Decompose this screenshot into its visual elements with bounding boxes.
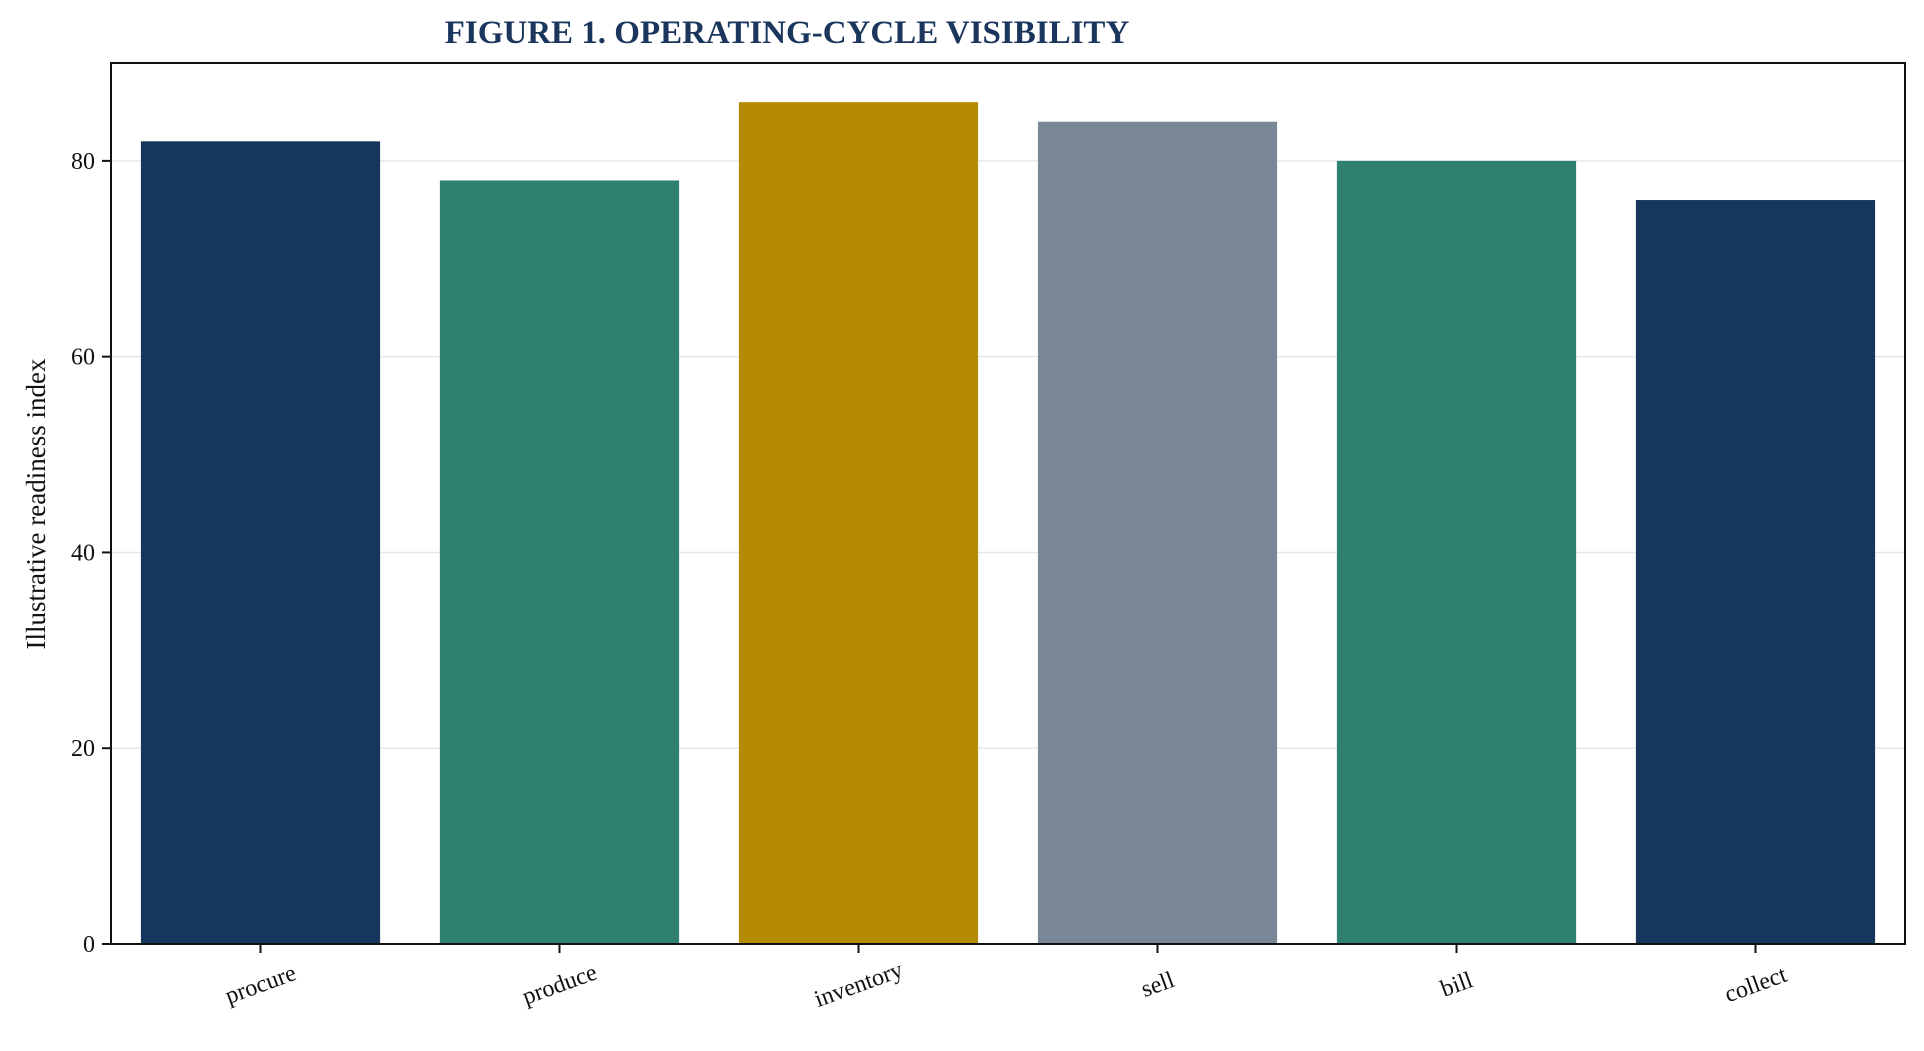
y-tick-label: 20 (71, 736, 95, 762)
x-tick-label-collect: collect (1721, 962, 1790, 1008)
bar-collect (1635, 200, 1876, 945)
y-tick-label: 80 (71, 149, 95, 175)
bars (140, 102, 1876, 945)
chart-title: FIGURE 1. OPERATING-CYCLE VISIBILITY (445, 15, 1130, 51)
plot-frame (110, 62, 1906, 945)
x-tick-label-inventory: inventory (811, 957, 906, 1013)
x-tick-label-produce: produce (519, 960, 601, 1011)
y-tick-label: 40 (71, 540, 95, 566)
bar-inventory (738, 102, 979, 944)
y-axis-ticks: 0 20 40 60 80 (71, 149, 111, 958)
y-tick-label: 0 (83, 932, 95, 958)
bar-sell (1037, 121, 1278, 944)
y-tick-label: 60 (71, 345, 95, 371)
bar-produce (439, 180, 680, 944)
bar-procure (140, 141, 381, 945)
bar-bill (1336, 160, 1577, 944)
x-axis-ticks: procure produce inventory sell bill collect (222, 944, 1791, 1013)
y-axis-label: Illustrative readiness index (21, 358, 51, 649)
x-tick-label-procure: procure (222, 960, 300, 1010)
x-tick-label-sell: sell (1138, 967, 1179, 1003)
x-tick-label-bill: bill (1437, 967, 1476, 1002)
